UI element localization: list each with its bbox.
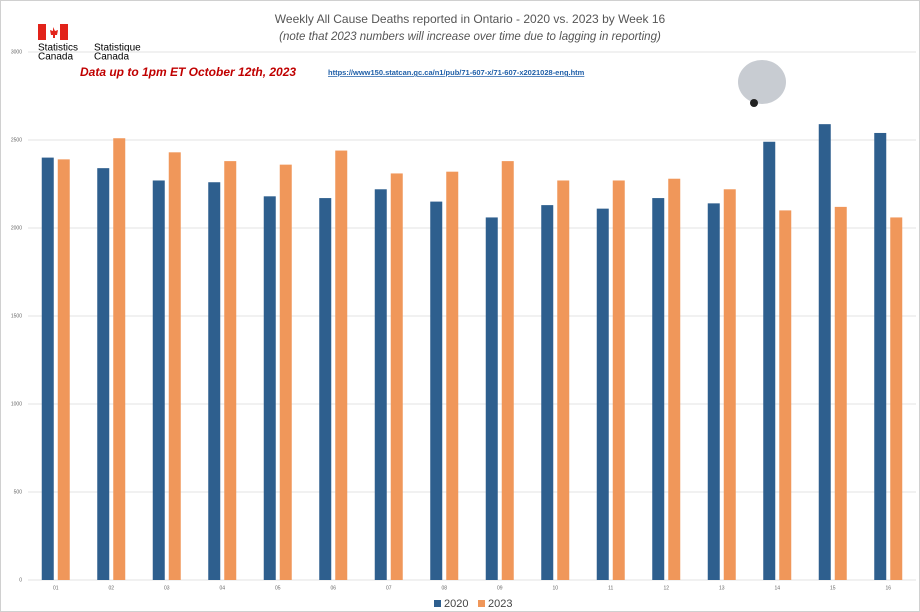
x-tick-label: 12 bbox=[663, 585, 669, 591]
bar bbox=[557, 180, 570, 581]
bar bbox=[113, 138, 126, 581]
bar bbox=[319, 198, 332, 580]
bar bbox=[723, 189, 736, 580]
y-tick-label: 1500 bbox=[11, 313, 22, 319]
x-tick-label: 08 bbox=[441, 585, 447, 591]
x-tick-label: 16 bbox=[885, 585, 891, 591]
annotation: Data up to 1pm ET October 12th, 2023 bbox=[80, 65, 296, 79]
bar bbox=[446, 171, 459, 580]
bar bbox=[668, 178, 681, 580]
wolf-logo bbox=[738, 60, 786, 107]
x-tick-label: 03 bbox=[164, 585, 170, 591]
x-tick-label: 15 bbox=[830, 585, 836, 591]
x-tick-label: 01 bbox=[53, 585, 59, 591]
bar bbox=[890, 217, 903, 580]
x-tick-label: 13 bbox=[719, 585, 725, 591]
source-link[interactable]: https://www150.statcan.gc.ca/n1/pub/71-6… bbox=[328, 68, 585, 77]
x-tick-label: 14 bbox=[774, 585, 780, 591]
bar bbox=[208, 182, 221, 581]
logo-text: Canada bbox=[38, 52, 73, 63]
x-tick-label: 07 bbox=[386, 585, 392, 591]
bar bbox=[485, 217, 498, 580]
bar bbox=[390, 173, 403, 580]
y-tick-label: 500 bbox=[14, 489, 23, 495]
y-tick-label: 2500 bbox=[11, 137, 22, 143]
bar bbox=[612, 180, 625, 581]
y-tick-label: 1000 bbox=[11, 401, 22, 407]
bar bbox=[224, 161, 237, 580]
bar bbox=[707, 203, 720, 581]
bar bbox=[335, 150, 348, 580]
bar bbox=[779, 210, 792, 580]
bar bbox=[279, 164, 292, 580]
bar bbox=[57, 159, 70, 581]
x-tick-label: 10 bbox=[552, 585, 558, 591]
bar bbox=[874, 132, 887, 580]
bar bbox=[541, 205, 554, 580]
bar bbox=[596, 208, 609, 580]
y-tick-label: 3000 bbox=[11, 49, 22, 55]
bar bbox=[152, 180, 165, 581]
x-tick-label: 11 bbox=[608, 585, 613, 591]
logo-text: Statistique bbox=[94, 43, 141, 54]
legend-label: 2023 bbox=[488, 598, 512, 610]
bar bbox=[168, 152, 181, 580]
y-tick-label: 2000 bbox=[11, 225, 22, 231]
chart-subtitle: (note that 2023 numbers will increase ov… bbox=[279, 31, 661, 43]
x-tick-label: 02 bbox=[108, 585, 114, 591]
x-tick-label: 06 bbox=[330, 585, 336, 591]
logo-text: Canada bbox=[94, 52, 129, 63]
flag bbox=[38, 24, 68, 40]
bar bbox=[430, 201, 443, 580]
bar bbox=[818, 124, 831, 580]
bar bbox=[652, 198, 665, 580]
x-tick-label: 04 bbox=[219, 585, 225, 591]
x-tick-label: 09 bbox=[497, 585, 503, 591]
bar bbox=[41, 157, 54, 580]
bar bbox=[263, 196, 276, 580]
legend-swatch bbox=[434, 600, 441, 607]
logo-text: Statistics bbox=[38, 43, 78, 54]
bar bbox=[374, 189, 387, 580]
legend-swatch bbox=[478, 600, 485, 607]
chart-title: Weekly All Cause Deaths reported in Onta… bbox=[275, 12, 666, 26]
bar bbox=[763, 141, 776, 580]
bar bbox=[97, 168, 110, 580]
x-tick-label: 05 bbox=[275, 585, 281, 591]
bar bbox=[501, 161, 514, 580]
y-tick-label: 0 bbox=[19, 577, 22, 583]
bar bbox=[834, 206, 847, 580]
legend-label: 2020 bbox=[444, 598, 468, 610]
